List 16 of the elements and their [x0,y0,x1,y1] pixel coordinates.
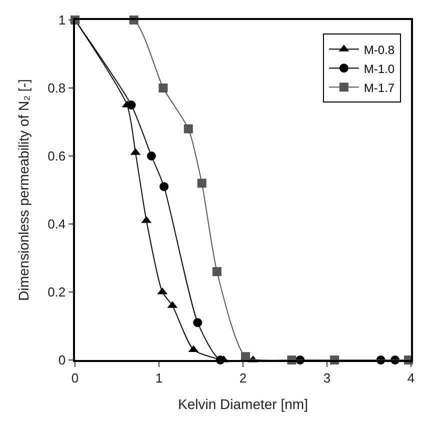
x-tick-label: 2 [239,370,247,386]
y-tick-label: 0.8 [48,80,66,96]
legend-label: M-0.8 [364,42,395,57]
y-tick-label: 0.6 [48,148,66,164]
y-tick-label: 0.4 [48,216,66,232]
legend-label: M-1.7 [364,80,395,95]
y-tick-label: 1 [58,12,66,28]
y-axis-title: Dimensionless permeability of N₂ [-] [16,79,32,301]
x-tick-label: 0 [71,370,79,386]
x-tick-label: 3 [323,370,331,386]
legend-label: M-1.0 [364,62,395,76]
x-tick-label: 1 [155,370,163,386]
y-tick-label: 0.2 [48,284,66,300]
x-tick-label: 4 [407,370,415,386]
x-axis-title: Kelvin Diameter [nm] [178,396,308,412]
y-tick-label: 0 [58,352,66,368]
